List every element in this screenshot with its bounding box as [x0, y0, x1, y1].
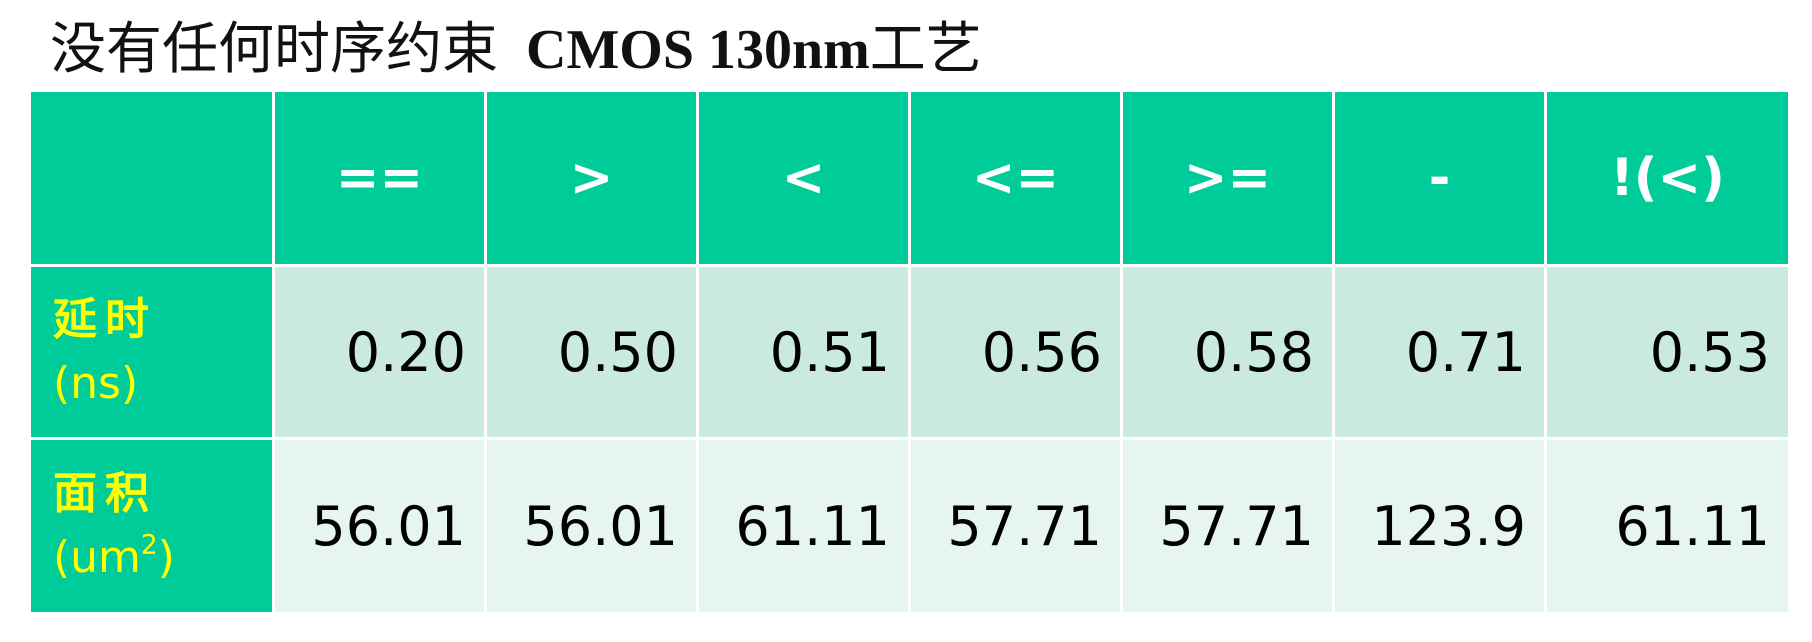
- header-cell-gt: >: [484, 89, 699, 267]
- header-corner-cell: [28, 89, 275, 267]
- row-label-area-cn: 面积: [53, 468, 157, 519]
- header-cell-ge: >=: [1120, 89, 1335, 267]
- table-cell: 56.01: [484, 437, 699, 615]
- table-cell: 0.58: [1120, 264, 1335, 440]
- row-label-delay-cn: 延时: [53, 294, 157, 345]
- header-cell-lt: <: [696, 89, 911, 267]
- title-cn: 没有任何时序约束: [50, 17, 498, 82]
- row-label-delay: 延时 (ns): [28, 264, 275, 440]
- table-cell: 57.71: [1120, 437, 1335, 615]
- table-cell: 0.53: [1544, 264, 1791, 440]
- table-row-area: 面积 (um2) 56.01 56.01 61.11 57.71 57.71 1…: [28, 437, 1791, 615]
- table-cell: 61.11: [696, 437, 911, 615]
- row-label-area: 面积 (um2): [28, 437, 275, 615]
- header-cell-minus: -: [1332, 89, 1547, 267]
- table-cell: 0.51: [696, 264, 911, 440]
- table-row-delay: 延时 (ns) 0.20 0.50 0.51 0.56 0.58 0.71 0.…: [28, 264, 1791, 440]
- header-cell-not-lt: !(<): [1544, 89, 1791, 267]
- table-cell: 61.11: [1544, 437, 1791, 615]
- header-cell-le: <=: [908, 89, 1123, 267]
- slide-title: 没有任何时序约束 CMOS 130nm工艺: [50, 12, 982, 87]
- row-label-area-unit: (um2): [53, 529, 175, 583]
- table-cell: 57.71: [908, 437, 1123, 615]
- header-cell-eq: ==: [272, 89, 487, 267]
- table-cell: 0.20: [272, 264, 487, 440]
- table-cell: 0.56: [908, 264, 1123, 440]
- title-en: CMOS 130nm: [526, 19, 870, 81]
- title-cn-suffix: 工艺: [869, 17, 982, 82]
- table-cell: 0.50: [484, 264, 699, 440]
- comparison-table: == > < <= >= - !(<) 延时 (ns) 0.20 0.50 0.…: [28, 89, 1791, 615]
- table-cell: 123.9: [1332, 437, 1547, 615]
- row-label-delay-unit: (ns): [53, 358, 139, 409]
- table-cell: 56.01: [272, 437, 487, 615]
- table-cell: 0.71: [1332, 264, 1547, 440]
- table-header-row: == > < <= >= - !(<): [28, 89, 1791, 267]
